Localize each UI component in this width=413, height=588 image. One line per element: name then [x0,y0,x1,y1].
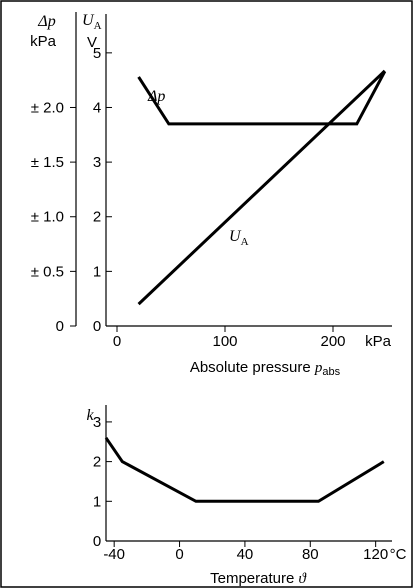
k-tick-label: 2 [93,454,101,471]
temperature-x-unit: °C [390,546,407,563]
delta-p-series-label: Δp [147,88,165,105]
delta-p-axis-unit: kPa [30,33,57,50]
voltage-tick-label: 4 [93,99,101,116]
delta-p-tick-label: ± 2.0 [31,99,64,116]
voltage-axis-unit: V [87,34,97,51]
voltage-ticks: 0 1 2 3 4 5 [93,45,112,335]
pressure-left-axis-title: Δp kPa [30,13,57,50]
temperature-series [104,436,385,503]
pressure-x-ticks: 0 100 200 [113,326,346,350]
temperature-x-axis-title: Temperature ϑ [210,570,307,587]
pressure-x-axis-title: Absolute pressure pabs [190,359,341,378]
voltage-axis-symbol: UA [82,12,102,32]
voltage-tick-label: 3 [93,154,101,171]
delta-p-ticks: ± 2.0 ± 1.5 ± 1.0 ± 0.5 0 [31,99,76,335]
pressure-x-tick-label: 100 [212,333,237,350]
delta-p-tick-label: ± 0.5 [31,263,64,280]
k-curve [104,436,385,503]
delta-p-curve [137,70,387,126]
temperature-x-tick-label: -40 [103,546,125,563]
temperature-x-ticks: -40 0 40 80 120 [103,541,388,563]
pressure-x-tick-label: 0 [113,333,121,350]
pressure-x-unit: kPa [365,333,392,350]
voltage-tick-label: 1 [93,263,101,280]
voltage-series-label: UA [229,228,249,248]
delta-p-axis-symbol: Δp [37,13,55,30]
k-ticks: 0 1 2 3 [93,414,112,550]
voltage-tick-label: 2 [93,209,101,226]
k-tick-label: 1 [93,493,101,510]
k-tick-label: 3 [93,414,101,431]
delta-p-tick-label: 0 [56,318,64,335]
k-tick-label: 0 [93,533,101,550]
temperature-x-tick-label: 0 [175,546,183,563]
pressure-x-tick-label: 200 [320,333,345,350]
temperature-x-tick-label: 120 [363,546,388,563]
voltage-curve [137,69,386,306]
voltage-tick-label: 0 [93,318,101,335]
pressure-right-axis-title: UA V [82,12,102,51]
delta-p-tick-label: ± 1.5 [31,154,64,171]
k-axis-symbol: k [86,407,94,424]
voltage-tick-label: 5 [93,45,101,62]
pressure-chart: Δp kPa UA V ± 2.0 ± 1.5 ± 1.0 ± 0.5 0 0 1 2 3 4 5… [30,12,392,378]
temperature-x-tick-label: 80 [302,546,319,563]
temperature-x-tick-label: 40 [237,546,254,563]
pressure-series [137,69,387,306]
delta-p-tick-label: ± 1.0 [31,209,64,226]
